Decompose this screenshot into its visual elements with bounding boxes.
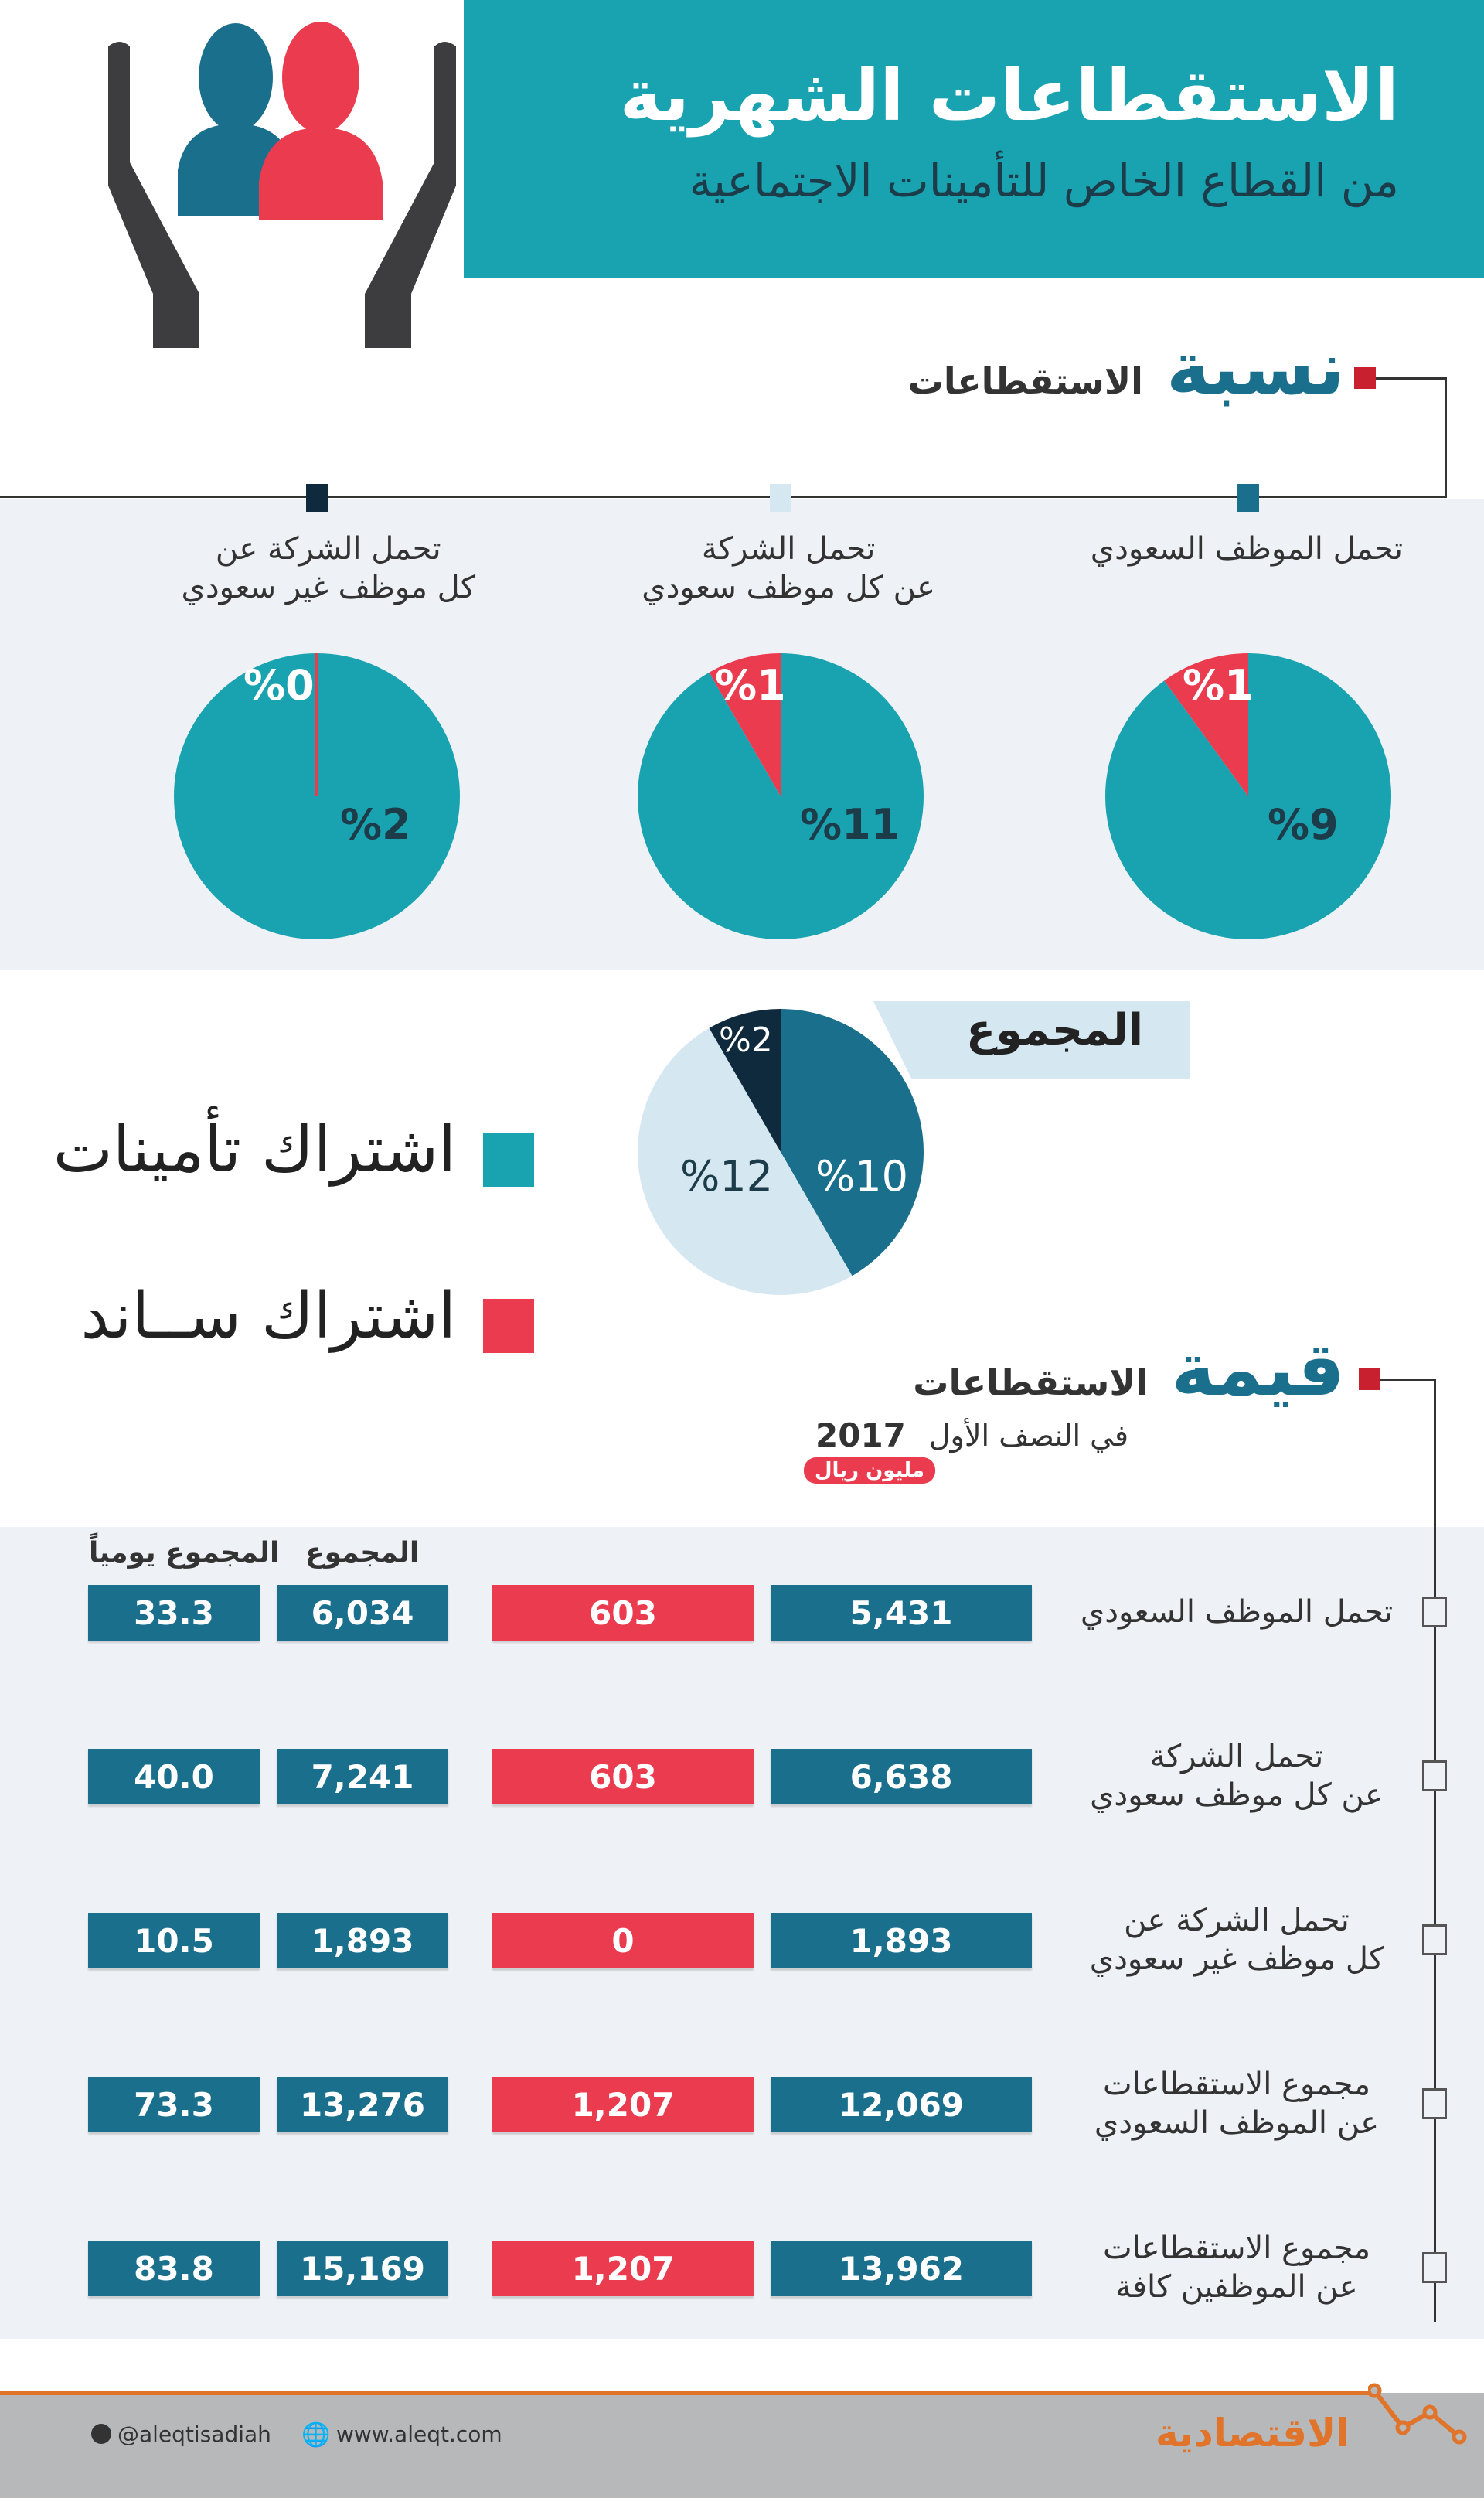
pie-value-label: %2 [340, 800, 411, 849]
pie-value-label: %2 [719, 1021, 773, 1060]
page-subtitle: من القطاع الخاص للتأمينات الاجتماعية [689, 155, 1399, 207]
pie-value-label: %10 [815, 1152, 909, 1201]
value-total: 13,276 [277, 2077, 448, 2132]
pie-total-slice-0 [781, 1009, 924, 1276]
row-label: تحمل الشركة عن كل موظف سعودي [1090, 1739, 1384, 1813]
value-insurance: 5,431 [771, 1585, 1032, 1641]
value-total: 6,034 [277, 1585, 448, 1641]
value-saned: 603 [492, 1749, 754, 1804]
value-total: 7,241 [277, 1749, 448, 1804]
legend-saned: اشتراك ســاند [80, 1280, 456, 1353]
value-daily: 10.5 [88, 1913, 260, 1968]
connector-line [1445, 377, 1447, 497]
row-marker [1422, 1924, 1447, 1955]
twitter-icon [91, 2424, 111, 2444]
logo: الاقتصادية [1156, 2411, 1350, 2455]
pie-value-label: %1 [1183, 661, 1254, 710]
value-heading: قيمة الاستقطاعات [913, 1326, 1345, 1413]
legend-insurance: اشتراك تأمينات [53, 1113, 456, 1187]
value-insurance: 6,638 [771, 1749, 1032, 1804]
value-insurance: 12,069 [771, 2077, 1032, 2132]
row-marker [1422, 2088, 1447, 2119]
pie-employee [1105, 653, 1391, 939]
footer-line [0, 2391, 1376, 2395]
total-label-box [873, 1001, 1190, 1079]
value-saned: 0 [492, 1913, 754, 1968]
globe-icon: 🌐 [301, 2421, 331, 2449]
row-label: تحمل الموظف السعودي [1080, 1594, 1394, 1630]
column-header-total: المجموع [305, 1537, 420, 1569]
value-saned: 1,207 [492, 2077, 754, 2132]
year-text: 2017 [815, 1416, 906, 1454]
pie-label: تحمل الشركة عن كل موظف غير سعودي [181, 531, 475, 605]
pie-total-slice-2 [709, 1009, 781, 1152]
header-band [464, 0, 1484, 278]
row-marker [1422, 1597, 1447, 1627]
hands-people-icon [108, 22, 456, 348]
value-total: 1,893 [277, 1913, 448, 1968]
legend-insurance-swatch [483, 1133, 534, 1187]
row-marker [1422, 1760, 1447, 1791]
page-title: الاستقطاعات الشهرية [619, 54, 1399, 137]
pie-slice-saned [1164, 653, 1248, 796]
marker [306, 484, 328, 512]
value-insurance: 1,893 [771, 1913, 1032, 1968]
pie-total-slice-1 [638, 1027, 853, 1295]
pie-label: تحمل الموظف السعودي [1090, 531, 1403, 567]
unit-badge: مليون ريال [804, 1457, 935, 1484]
website-link[interactable]: www.aleqt.com [336, 2421, 502, 2447]
value-saned: 1,207 [492, 2241, 754, 2296]
logo-graph-icon [1368, 2383, 1467, 2445]
pie-value-label: %11 [800, 800, 900, 849]
pie-value-label: %1 [715, 661, 786, 710]
footer [0, 2393, 1484, 2498]
value-daily: 40.0 [88, 1749, 260, 1804]
connector-line [1376, 377, 1447, 380]
value-saned: 603 [492, 1585, 754, 1641]
value-daily: 73.3 [88, 2077, 260, 2132]
pie-value-label: %0 [243, 661, 315, 710]
connector-line [1434, 1379, 1436, 2322]
pie-label: تحمل الشركة عن كل موظف سعودي [642, 531, 935, 605]
connector-line [0, 496, 1447, 498]
pie-total [638, 1009, 924, 1295]
pie-value-label: %9 [1268, 800, 1339, 849]
value-insurance: 13,962 [771, 2241, 1032, 2296]
section-marker [1359, 1368, 1380, 1390]
row-label: تحمل الشركة عن كل موظف غير سعودي [1089, 1903, 1384, 1977]
column-header-daily: المجموع يومياً [89, 1537, 280, 1569]
row-label: مجموع الاستقطاعات عن الموظفين كافة [1102, 2230, 1371, 2305]
pie-slice-saned [709, 653, 781, 796]
ratio-heading: نسبة الاستقطاعات [907, 325, 1345, 411]
pie-value-label: %12 [680, 1152, 774, 1201]
marker [1237, 484, 1259, 512]
period-text: في النصف الأول [928, 1419, 1128, 1453]
value-daily: 33.3 [88, 1585, 260, 1641]
twitter-link[interactable]: @aleqtisadiah [117, 2421, 271, 2447]
section-marker [1354, 367, 1376, 389]
connector-line [1380, 1379, 1436, 1381]
row-label: مجموع الاستقطاعات عن الموظف السعودي [1094, 2067, 1380, 2141]
marker [770, 484, 791, 512]
pie-company-saudi [638, 653, 924, 939]
total-label: المجموع [966, 1005, 1144, 1055]
row-marker [1422, 2252, 1447, 2283]
pie-company-nonsaudi [174, 653, 460, 939]
value-total: 15,169 [277, 2241, 448, 2296]
legend-saned-swatch [483, 1299, 534, 1353]
value-daily: 83.8 [88, 2241, 260, 2296]
